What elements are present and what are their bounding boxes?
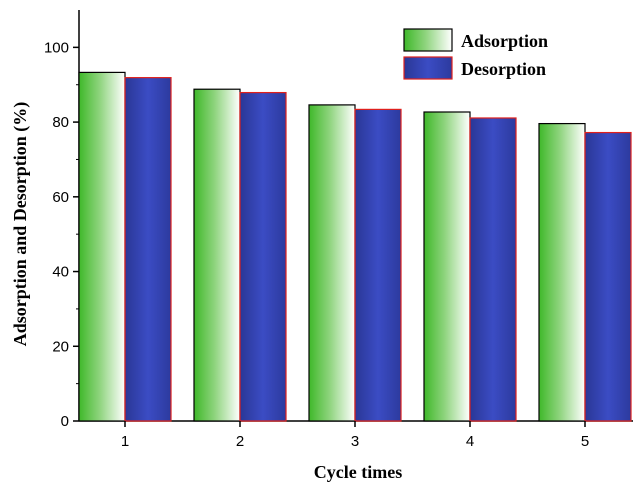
legend-swatch-desorption [403, 56, 453, 80]
y-tick-label: 100 [44, 39, 69, 56]
legend-swatch-adsorption [403, 28, 453, 52]
x-tick-label: 3 [351, 433, 359, 450]
legend-label-desorption: Desorption [461, 59, 546, 79]
bar-desorption-5 [584, 131, 632, 422]
y-tick-label: 40 [52, 264, 69, 281]
bar-adsorption-3 [308, 104, 356, 422]
legend: Adsorption Desorption [403, 28, 548, 80]
bars [78, 71, 632, 422]
bar-adsorption-4 [423, 111, 471, 422]
x-tick-label: 1 [121, 433, 129, 450]
legend-label-adsorption: Adsorption [461, 31, 548, 51]
bar-desorption-1 [124, 77, 172, 422]
bar-desorption-4 [469, 117, 517, 422]
bar-desorption-3 [354, 108, 402, 422]
y-axis-title: Adsorption and Desorption (%) [10, 102, 31, 347]
x-ticks: 1 2 3 4 5 [121, 421, 589, 450]
x-tick-label: 4 [466, 433, 474, 450]
y-ticks: 0 20 40 60 80 100 [44, 39, 79, 430]
x-tick-label: 2 [236, 433, 244, 450]
bar-adsorption-5 [538, 122, 586, 422]
x-axis-title: Cycle times [314, 462, 402, 482]
x-tick-label: 5 [581, 433, 589, 450]
bar-adsorption-2 [193, 88, 241, 422]
bar-desorption-2 [239, 91, 287, 422]
y-tick-label: 0 [61, 413, 69, 430]
plot-area: 0 20 40 60 80 100 1 2 3 4 5 [44, 10, 633, 450]
bar-adsorption-1 [78, 71, 126, 422]
y-tick-label: 60 [52, 189, 69, 206]
y-tick-label: 80 [52, 114, 69, 131]
y-tick-label: 20 [52, 338, 69, 355]
